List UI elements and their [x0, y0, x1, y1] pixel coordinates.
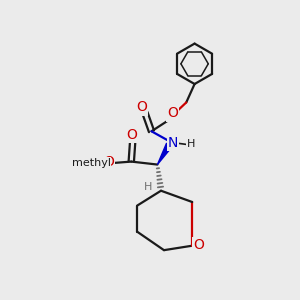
Text: O: O	[127, 128, 138, 142]
Text: H: H	[187, 140, 196, 149]
Text: methyl: methyl	[72, 158, 111, 168]
Text: H: H	[143, 182, 152, 192]
Text: O: O	[103, 155, 114, 169]
Text: O: O	[167, 106, 178, 120]
Text: N: N	[168, 136, 178, 150]
Text: O: O	[193, 238, 204, 252]
Polygon shape	[158, 143, 172, 165]
Text: O: O	[136, 100, 147, 115]
